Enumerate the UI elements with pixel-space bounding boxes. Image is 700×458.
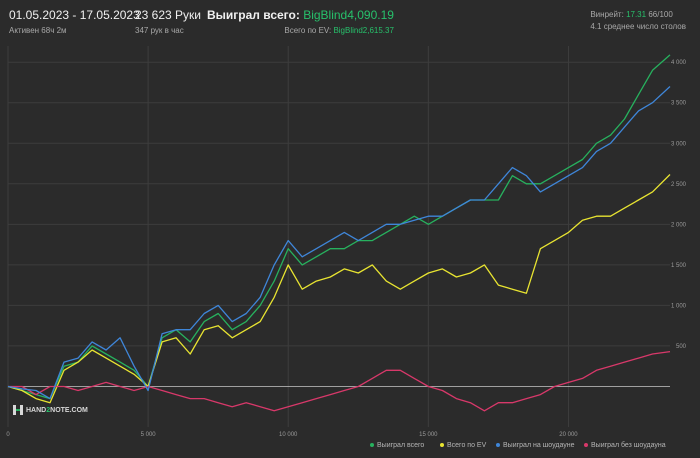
x-tick-label: 20 000 [559,432,578,438]
legend-dot-won [370,443,374,448]
hands-count: 23 623 Руки [135,8,201,22]
x-tick-label: 15 000 [419,432,438,438]
ev-label: Всего по EV: [284,26,332,35]
ev-value: BigBlind2,615.37 [333,26,394,35]
avg-tables: 4.1 среднее число столов [590,22,686,31]
hand2note-logo-icon [13,405,23,415]
legend-label-won: Выиграл всего [377,442,425,449]
legend-item-nonshowdown[interactable]: Выиграл без шоудауна [584,442,666,449]
x-tick-label: 5 000 [141,432,157,438]
y-tick-label: 1 000 [671,303,687,309]
legend-item-showdown[interactable]: Выиграл на шоудауне [496,442,575,449]
legend-label-showdown: Выиграл на шоудауне [503,442,575,449]
legend-dot-showdown [496,443,500,448]
date-block: 01.05.2023 - 17.05.2023 Активен 68ч 2м [9,8,140,37]
won-label: Выиграл всего: [207,8,300,22]
x-tick-label: 10 000 [279,432,298,438]
winrate-suffix: 66/100 [648,10,673,19]
hand2note-logo: HAND2NOTE.COM [13,405,88,415]
y-tick-label: 4 000 [671,60,687,66]
won-block: Выиграл всего: BigBlind4,090.19 Всего по… [207,8,394,37]
series-line-ev [7,174,671,404]
y-tick-label: 3 000 [671,141,687,147]
winrate-label: Винрейт: [590,10,624,19]
hands-block: 23 623 Руки 347 рук в час [135,8,201,37]
series-line-non-showdown [8,350,671,412]
legend-dot-nonshowdown [584,443,588,448]
y-tick-label: 2 500 [671,182,687,188]
legend-item-ev[interactable]: Всего по EV [440,442,486,449]
active-time: Активен 68ч 2м [9,26,67,35]
logo-text-a: HAND [26,406,47,414]
x-tick-label: 0 [6,432,10,438]
hands-per-hour: 347 рук в час [135,26,184,35]
y-tick-label: 1 500 [671,263,687,269]
legend-item-won[interactable]: Выиграл всего [370,442,424,449]
legend-label-nonshowdown: Выиграл без шоудауна [591,442,666,449]
series-line-won [7,54,671,400]
won-value: BigBlind4,090.19 [303,8,394,22]
y-tick-label: 500 [676,344,687,350]
logo-text-b: 2 [46,406,51,414]
y-tick-label: 3 500 [671,101,687,107]
winrate-value: 17.31 [626,10,647,19]
legend-dot-ev [440,443,444,448]
logo-text-c: NOTE.COM [50,406,88,414]
legend-label-ev: Всего по EV [447,442,487,449]
y-tick-label: 2 000 [671,222,687,228]
stats-header: 01.05.2023 - 17.05.2023 Активен 68ч 2м 2… [0,0,700,44]
chart-legend: Выиграл всего Всего по EV Выиграл на шоу… [370,442,695,454]
winrate-block: Винрейт: 17.31 66/100 4.1 среднее число … [590,10,686,31]
date-range[interactable]: 01.05.2023 - 17.05.2023 [9,8,140,22]
series-line-showdown [7,86,671,400]
